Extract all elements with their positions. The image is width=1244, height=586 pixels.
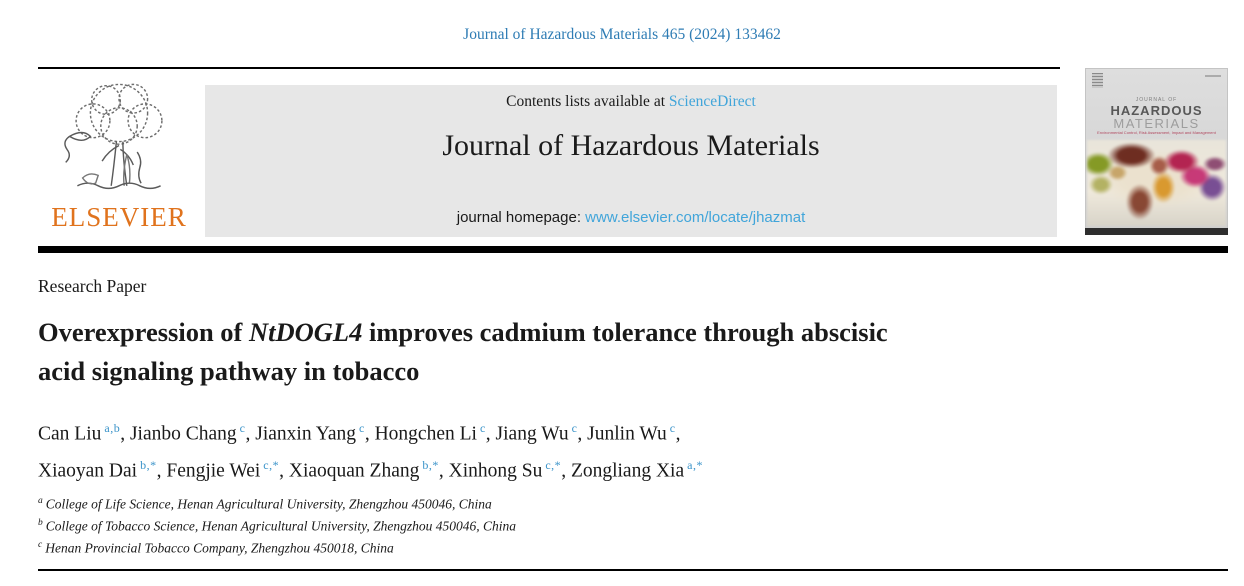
author-list: Can Liu a,b, Jianbo Chang c, Jianxin Yang c… [38, 421, 703, 481]
elsevier-wordmark: ELSEVIER [51, 202, 187, 232]
affiliation-sup: b [38, 518, 43, 528]
affiliation-text: College of Tobacco Science, Henan Agricu… [45, 518, 516, 534]
journal-cover-thumbnail[interactable]: JOURNAL OF HAZARDOUS MATERIALS Environme… [1085, 68, 1228, 235]
homepage-prefix: journal homepage: [456, 209, 586, 226]
contents-line: Contents lists available at ScienceDirec… [205, 93, 1057, 111]
article-title-line2: acid signaling pathway in tobacco [38, 356, 420, 386]
cover-title-line2: HAZARDOUS [1110, 103, 1203, 118]
author-name: Can Liu [38, 423, 102, 445]
author-affiliation-sup: b,* [422, 457, 439, 472]
author-affiliation-sup: b,* [140, 457, 157, 472]
cover-title-line3: MATERIALS [1113, 116, 1200, 131]
author-name: Hongchen Li [374, 423, 477, 445]
author-name: Jiang Wu [495, 423, 569, 445]
author-affiliation-sup: c [479, 421, 486, 435]
author-name: Xiaoquan Zhang [288, 460, 420, 481]
affiliation-row: c Henan Provincial Tobacco Company, Zheng… [38, 536, 516, 558]
header-top-rule [38, 67, 1060, 69]
cover-title-line1: JOURNAL OF [1135, 97, 1178, 103]
author-affiliation-sup: c [359, 421, 365, 435]
cover-elsevier-mini-logo-icon [1092, 73, 1103, 88]
elsevier-tree-logo [64, 83, 163, 190]
author-name: Junlin Wu [587, 423, 667, 445]
affiliation-sup: a [38, 496, 43, 506]
affiliation-text: Henan Provincial Tobacco Company, Zhengz… [45, 540, 394, 556]
author-name: Xinhong Su [448, 460, 543, 481]
author-affiliation-sup: a,b [104, 421, 121, 435]
journal-banner: Contents lists available at ScienceDirec… [205, 85, 1057, 237]
homepage-link[interactable]: www.elsevier.com/locate/jhazmat [585, 209, 806, 226]
footer-rule [38, 569, 1228, 571]
cover-subtitle: Environmental Control, Risk Assessment, … [1097, 130, 1216, 135]
affiliation-text: College of Life Science, Henan Agricultu… [45, 496, 492, 512]
article-type-label: Research Paper [38, 276, 147, 296]
affiliation-sup: c [38, 540, 43, 550]
affiliation-row: b College of Tobacco Science, Henan Agric… [38, 514, 516, 536]
author-name: Jianxin Yang [255, 423, 357, 445]
affiliation-list: a College of Life Science, Henan Agricult… [38, 492, 516, 558]
article-title-line1: Overexpression of NtDOGL4 improves cadmi… [38, 317, 888, 347]
affiliation-row: a College of Life Science, Henan Agricult… [38, 492, 516, 514]
author-name: Zongliang Xia [570, 460, 685, 481]
author-affiliation-sup: c,* [545, 457, 562, 472]
cover-issn-mark [1205, 75, 1221, 77]
author-name: Xiaoyan Dai [38, 460, 138, 481]
homepage-line: journal homepage: www.elsevier.com/locat… [205, 209, 1057, 226]
journal-title: Journal of Hazardous Materials [442, 129, 820, 162]
cover-world-map-art [1087, 140, 1226, 226]
author-affiliation-sup: c [571, 421, 578, 435]
contents-prefix: Contents lists available at [506, 93, 669, 110]
header-thick-rule [38, 246, 1228, 253]
author-affiliation-sup: c [239, 421, 246, 435]
sciencedirect-link[interactable]: ScienceDirect [668, 93, 756, 110]
author-affiliation-sup: c,* [263, 457, 280, 472]
elsevier-logo: ELSEVIER [38, 74, 200, 236]
article-title: Overexpression of NtDOGL4 improves cadmi… [38, 313, 1098, 391]
cover-bottom-strip [1085, 228, 1228, 235]
author-name: Jianbo Chang [129, 423, 237, 445]
author-affiliation-sup: c [669, 421, 676, 435]
author-name: Fengjie Wei [166, 460, 261, 481]
journal-citation[interactable]: Journal of Hazardous Materials 465 (2024… [463, 26, 781, 43]
author-affiliation-sup: a,* [687, 457, 703, 472]
